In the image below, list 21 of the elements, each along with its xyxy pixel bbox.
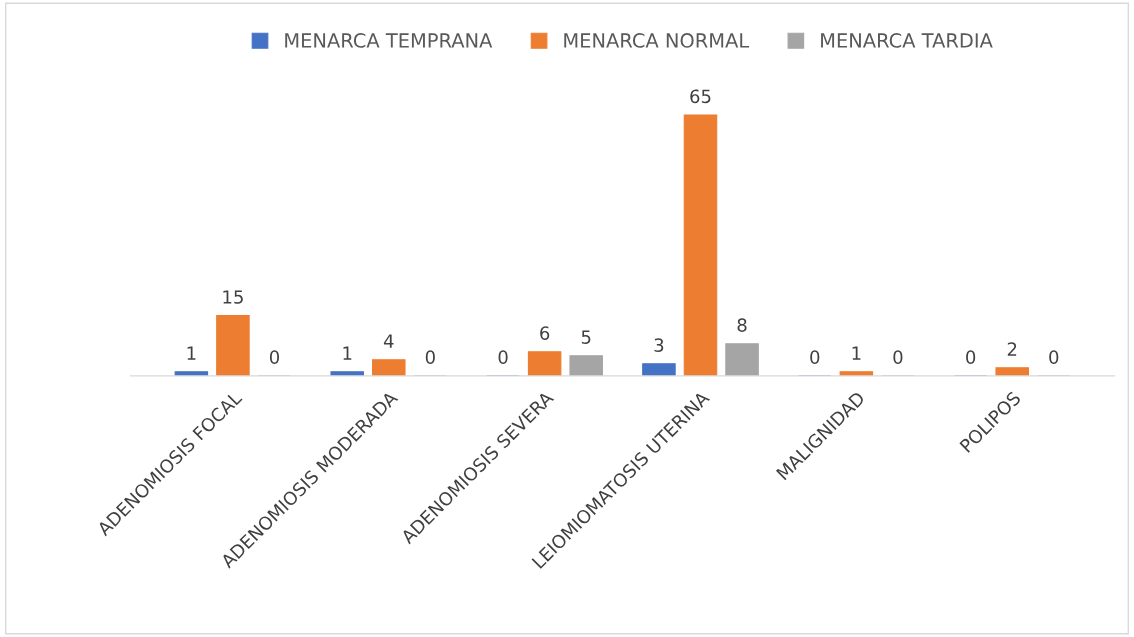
legend-label: MENARCA TARDIA	[821, 33, 993, 48]
data-label: 0	[1049, 350, 1059, 364]
data-label: 0	[810, 350, 820, 364]
data-label: 65	[690, 89, 711, 104]
data-label: 5	[581, 330, 591, 344]
data-label: 0	[498, 350, 508, 364]
data-label: 15	[223, 290, 243, 304]
data-label: 6	[540, 326, 550, 340]
data-label: 1	[852, 346, 861, 360]
data-label: 3	[654, 338, 664, 352]
data-label: 4	[383, 334, 394, 348]
data-label: 8	[737, 318, 747, 332]
data-label: 2	[1007, 342, 1017, 356]
data-label: 0	[966, 350, 976, 364]
data-label: 0	[425, 350, 435, 364]
data-label: 0	[269, 350, 280, 364]
legend-label: MENARCA TEMPRANA	[285, 33, 493, 48]
legend-label: MENARCA NORMAL	[564, 33, 750, 48]
data-label: 1	[187, 346, 196, 360]
data-label: 1	[343, 346, 352, 360]
data-label: 0	[893, 350, 903, 364]
